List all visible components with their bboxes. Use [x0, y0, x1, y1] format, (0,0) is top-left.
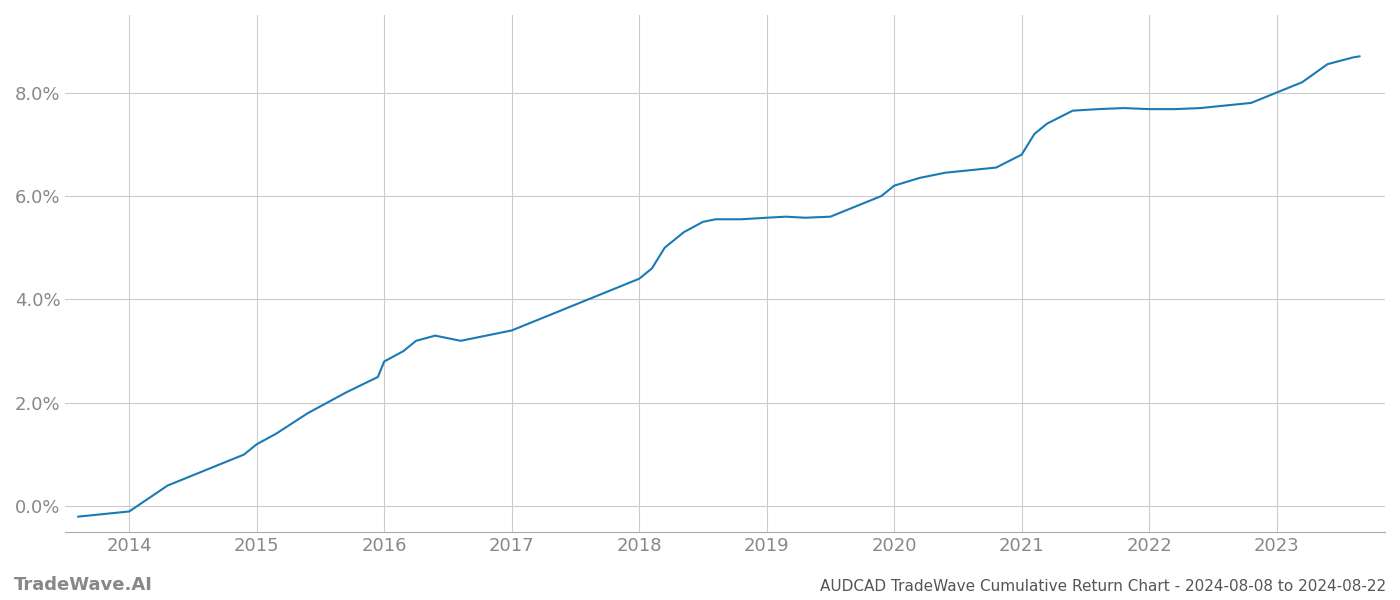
Text: TradeWave.AI: TradeWave.AI: [14, 576, 153, 594]
Text: AUDCAD TradeWave Cumulative Return Chart - 2024-08-08 to 2024-08-22: AUDCAD TradeWave Cumulative Return Chart…: [820, 579, 1386, 594]
